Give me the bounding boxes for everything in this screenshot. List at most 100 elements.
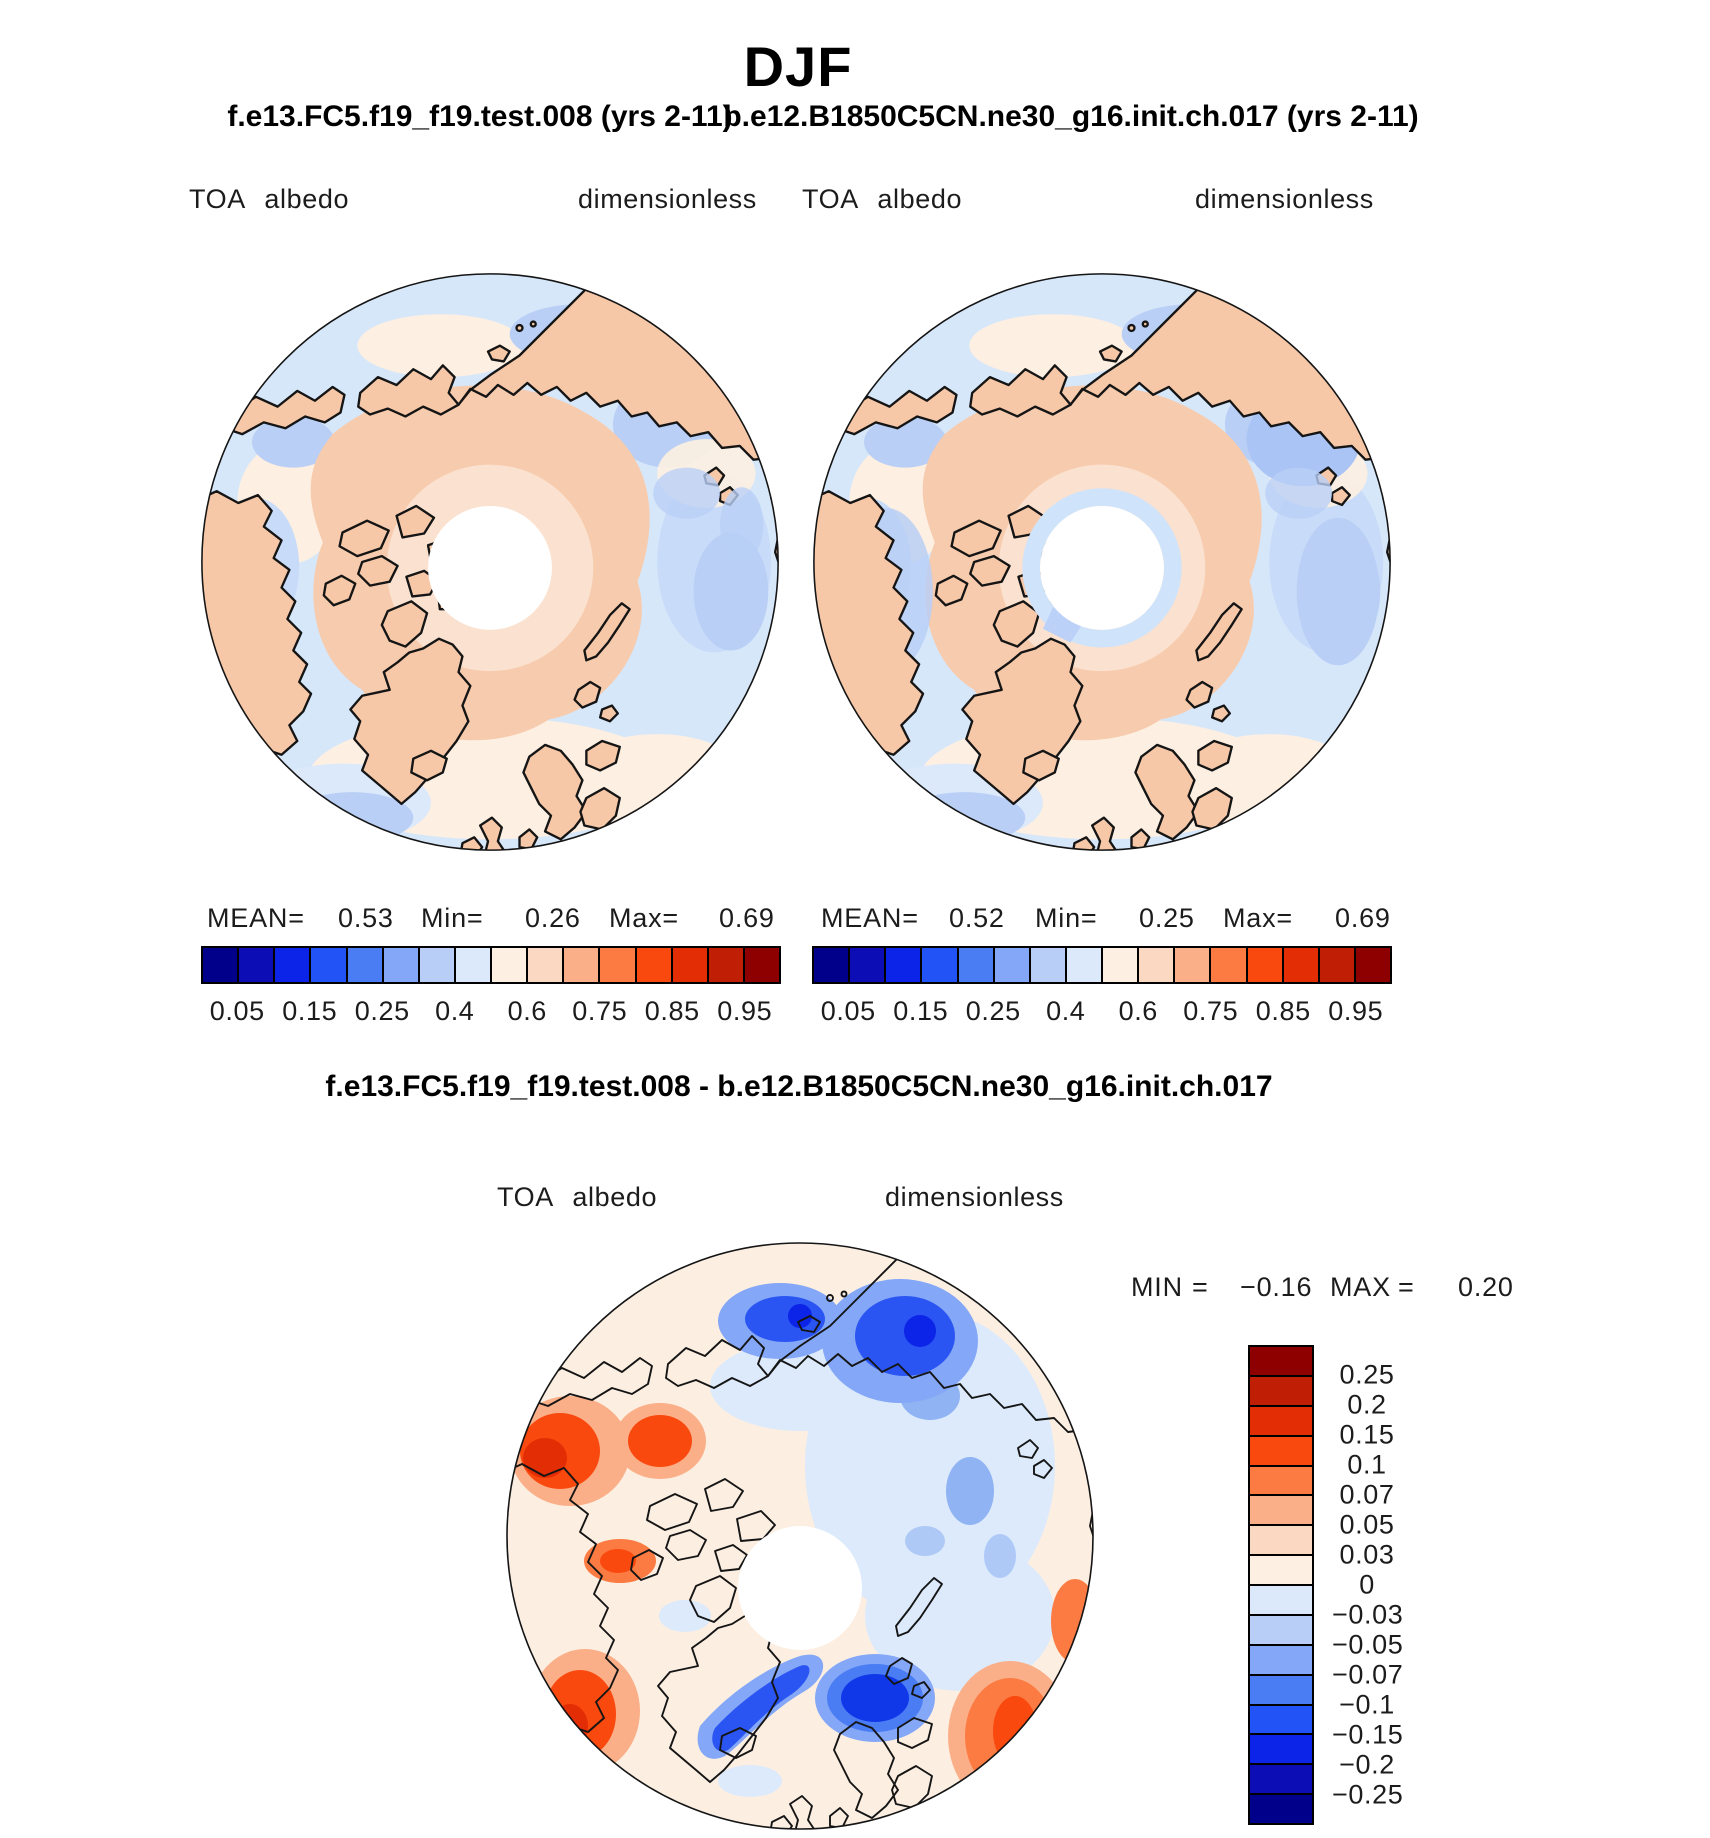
left-min-label: Min=: [421, 903, 484, 933]
colorbar-cell: [848, 946, 887, 984]
colorbar-tick-label: 0.03: [1339, 1539, 1395, 1570]
colorbar-tick-label: −0.2: [1339, 1749, 1395, 1780]
colorbar-tick-label: 0.95: [1328, 996, 1384, 1026]
colorbar-tick-label: 0.15: [893, 996, 949, 1026]
diff-max-eq: =: [1398, 1272, 1415, 1302]
colorbar-cell: [1248, 1673, 1314, 1706]
map-case2-polar: [813, 273, 1391, 851]
diff-min-value: −0.16: [1240, 1272, 1313, 1302]
colorbar-cell: [598, 946, 637, 984]
colorbar-tick-label: −0.07: [1332, 1659, 1404, 1690]
diff-title: f.e13.FC5.f19_f19.test.008 - b.e12.B1850…: [325, 1070, 1273, 1103]
right-variable-label: TOA albedo: [802, 184, 963, 214]
colorbar-cell: [1248, 1404, 1314, 1437]
colorbar-diff-ticks: 0.25 0.2 0.15 0.1 0.07 0.05 0.03 0 −0.03 −0.05 −0.…: [1332, 1345, 1404, 1825]
left-mean-label: MEAN=: [207, 903, 305, 933]
colorbar-tick-label: −0.15: [1332, 1719, 1404, 1750]
colorbar-cell: [1137, 946, 1176, 984]
colorbar-cell: [634, 946, 673, 984]
colorbar-cell: [812, 946, 851, 984]
colorbar-tick-label: −0.03: [1332, 1599, 1404, 1630]
right-max-label: Max=: [1223, 903, 1293, 933]
colorbar-tick-label: 0.25: [965, 996, 1021, 1026]
left-mean-value: 0.53: [338, 903, 394, 933]
colorbar-cell: [1248, 1554, 1314, 1586]
right-min-value: 0.25: [1139, 903, 1195, 933]
colorbar-cell: [381, 946, 420, 984]
colorbar-cell: [1248, 1524, 1314, 1557]
colorbar-case1-ticks: 0.05 0.15 0.25 0.4 0.6 0.75 0.85 0.95: [201, 996, 781, 1026]
colorbar-tick-label: 0.25: [1339, 1359, 1395, 1390]
colorbar-cell: [1248, 1584, 1314, 1616]
colorbar-cell: [742, 946, 781, 984]
left-units-label: dimensionless: [578, 184, 757, 214]
diff-min-label: MIN: [1131, 1272, 1183, 1302]
colorbar-tick-label: 0.2: [1347, 1389, 1387, 1420]
right-mean-value: 0.52: [949, 903, 1005, 933]
colorbar-cell: [1248, 1494, 1314, 1527]
colorbar-cell: [1353, 946, 1392, 984]
colorbar-tick-label: 0.75: [1183, 996, 1239, 1026]
colorbar-cell: [345, 946, 384, 984]
colorbar-tick-label: 0.07: [1339, 1479, 1395, 1510]
diff-min-eq: =: [1192, 1272, 1209, 1302]
right-max-value: 0.69: [1335, 903, 1391, 933]
colorbar-cell: [1248, 1643, 1314, 1676]
colorbar-tick-label: 0.6: [507, 996, 547, 1026]
diff-variable-label: TOA albedo: [497, 1182, 658, 1212]
colorbar-cell: [1248, 1613, 1314, 1646]
map-case1-polar: [201, 273, 779, 851]
colorbar-cell: [706, 946, 745, 984]
colorbar-cell: [1248, 1763, 1314, 1796]
colorbar-tick-label: 0.95: [717, 996, 773, 1026]
colorbar-cell: [1028, 946, 1067, 984]
colorbar-cell: [1248, 1434, 1314, 1467]
colorbar-case2: [812, 946, 1392, 984]
colorbar-cell: [1173, 946, 1212, 984]
colorbar-tick-label: −0.05: [1332, 1629, 1404, 1660]
colorbar-tick-label: 0.75: [572, 996, 628, 1026]
right-units-label: dimensionless: [1195, 184, 1374, 214]
map-boundary-circle: [813, 273, 1391, 851]
colorbar-cell: [1248, 1374, 1314, 1407]
map-boundary-circle: [201, 273, 779, 851]
colorbar-tick-label: 0.85: [644, 996, 700, 1026]
colorbar-cell: [273, 946, 312, 984]
colorbar-cell: [1248, 1345, 1314, 1377]
colorbar-cell: [562, 946, 601, 984]
colorbar-tick-label: 0.4: [435, 996, 475, 1026]
right-min-label: Min=: [1035, 903, 1098, 933]
colorbar-tick-label: 0.05: [209, 996, 265, 1026]
colorbar-tick-label: 0.05: [1339, 1509, 1395, 1540]
map-difference-polar: [506, 1242, 1094, 1830]
colorbar-cell: [453, 946, 492, 984]
colorbar-tick-label: 0.15: [1339, 1419, 1395, 1450]
left-max-value: 0.69: [719, 903, 775, 933]
colorbar-cell: [670, 946, 709, 984]
left-max-label: Max=: [609, 903, 679, 933]
colorbar-cell: [1317, 946, 1356, 984]
colorbar-tick-label: 0: [1359, 1569, 1375, 1600]
colorbar-tick-label: 0.15: [282, 996, 338, 1026]
colorbar-cell: [1248, 1793, 1314, 1825]
colorbar-cell: [1281, 946, 1320, 984]
colorbar-cell: [1248, 1464, 1314, 1497]
colorbar-tick-label: −0.25: [1332, 1779, 1404, 1810]
diff-max-label: MAX: [1330, 1272, 1391, 1302]
left-variable-label: TOA albedo: [189, 184, 350, 214]
colorbar-cell: [1209, 946, 1248, 984]
colorbar-case1: [201, 946, 781, 984]
map-boundary-circle: [506, 1242, 1094, 1830]
colorbar-cell: [237, 946, 276, 984]
colorbar-tick-label: 0.85: [1255, 996, 1311, 1026]
colorbar-cell: [1101, 946, 1140, 984]
colorbar-cell: [1248, 1733, 1314, 1766]
colorbar-cell: [920, 946, 959, 984]
colorbar-cell: [201, 946, 240, 984]
diff-units-label: dimensionless: [885, 1182, 1064, 1212]
colorbar-cell: [1064, 946, 1103, 984]
colorbar-cell: [992, 946, 1031, 984]
colorbar-case2-ticks: 0.05 0.15 0.25 0.4 0.6 0.75 0.85 0.95: [812, 996, 1392, 1026]
colorbar-cell: [1245, 946, 1284, 984]
